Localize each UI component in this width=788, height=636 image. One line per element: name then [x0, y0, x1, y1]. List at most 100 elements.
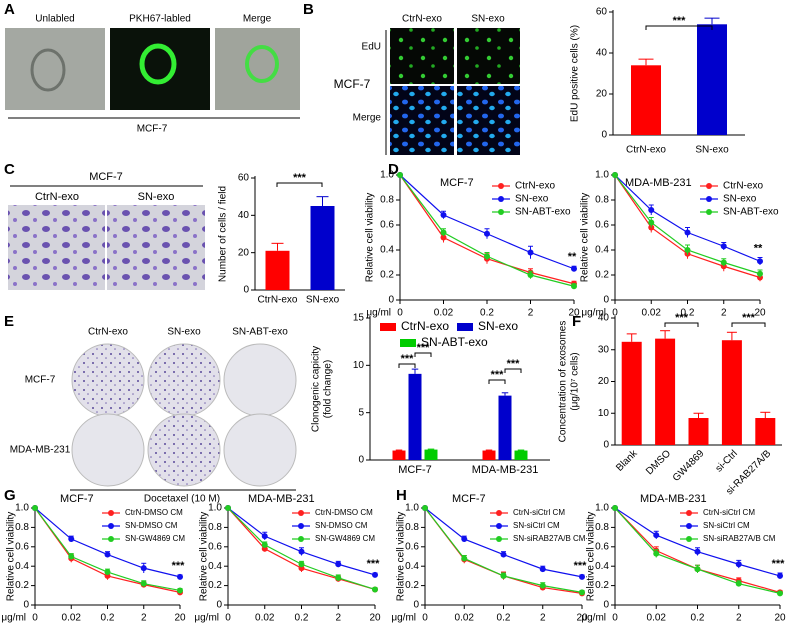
y-tick-label: 15 — [353, 313, 365, 324]
y-tick-label: 60 — [238, 173, 250, 184]
x-tick-label: 0.02 — [647, 613, 667, 624]
x-axis-label: μg/ml — [366, 308, 391, 319]
dish — [147, 413, 221, 487]
x-tick-label: 0.02 — [434, 308, 454, 319]
x-axis-label: μg/ml — [581, 613, 606, 624]
micrograph — [215, 28, 300, 110]
y-tick-label: 40 — [238, 210, 250, 221]
y-tick-label: 0 — [388, 295, 394, 306]
y-tick-label: 20 — [596, 89, 608, 100]
bar — [265, 250, 290, 290]
significance-label: *** — [675, 312, 689, 324]
legend-label: CtrN-siCtrl CM — [513, 508, 565, 517]
micrograph — [107, 205, 205, 290]
x-tick-label: 2 — [540, 613, 546, 624]
point — [571, 265, 577, 272]
significance-label: *** — [417, 342, 431, 354]
micrograph — [8, 205, 105, 290]
bar — [392, 450, 406, 460]
legend-label: CtrN-DMSO CM — [125, 508, 183, 517]
y-tick-label: 0.6 — [405, 541, 419, 552]
legend-marker — [498, 209, 504, 215]
x-tick-label: 0.02 — [455, 613, 475, 624]
point — [684, 247, 691, 253]
legend-marker — [686, 523, 692, 529]
y-axis-label: Concentration of exosomes — [558, 321, 569, 443]
significance-label: *** — [367, 558, 381, 570]
y-axis-label: Relative cell viability — [6, 512, 17, 601]
y-tick-label: 1.0 — [208, 503, 222, 514]
micrograph — [110, 28, 210, 110]
bar — [721, 340, 742, 445]
dish — [71, 343, 145, 417]
column-label: Merge — [243, 14, 272, 25]
legend-label: SN-GW4869 CM — [125, 534, 185, 543]
panel-e: CtrN-exo SN-exo SN-ABT-exo MCF-7 MDA-MB-… — [10, 327, 297, 505]
chart-title: MDA-MB-231 — [248, 493, 315, 505]
y-tick-label: 5 — [358, 407, 364, 418]
x-tick-label: 2 — [736, 613, 742, 624]
legend-label: SN-siRAB27A/B CM — [703, 534, 776, 543]
x-tick-label: CtrN-exo — [626, 145, 666, 156]
y-tick-label: 0.4 — [15, 561, 29, 572]
point — [694, 548, 701, 555]
point — [104, 551, 111, 558]
significance-label: *** — [172, 560, 186, 572]
micrograph — [5, 28, 105, 110]
point — [225, 505, 231, 511]
y-axis-label: Relative cell viability — [365, 193, 376, 282]
point — [68, 536, 75, 543]
legend-marker — [498, 183, 504, 189]
x-tick-label: 0.2 — [101, 613, 115, 624]
x-tick-label: 0.2 — [691, 613, 705, 624]
y-tick-label: 1.0 — [595, 170, 609, 181]
legend-marker — [298, 523, 304, 529]
legend-marker — [108, 523, 114, 529]
dish — [147, 343, 221, 417]
x-tick-label: 2 — [528, 308, 534, 319]
legend-marker — [108, 536, 114, 542]
point — [440, 229, 447, 236]
legend-label: CtrN-exo — [723, 181, 763, 192]
point — [335, 574, 342, 581]
chart-title: MCF-7 — [440, 177, 474, 189]
point — [648, 207, 655, 213]
x-tick-label: si-Ctrl — [714, 448, 740, 474]
y-tick-label: 0.8 — [595, 195, 609, 206]
point — [720, 259, 727, 266]
cell — [245, 45, 279, 83]
column-label: SN-exo — [471, 14, 505, 25]
x-tick-label: 2 — [721, 308, 727, 319]
x-tick-label: 0 — [612, 308, 618, 319]
x-axis-label: μg/ml — [1, 613, 26, 624]
y-tick-label: 10 — [598, 408, 610, 419]
bar — [310, 206, 335, 290]
bar — [631, 65, 661, 135]
point — [397, 172, 403, 178]
bar — [424, 449, 438, 460]
y-tick-label: 0.2 — [15, 580, 29, 591]
significance-label: *** — [491, 369, 505, 381]
significance-bracket — [731, 322, 766, 327]
panel-labels: A B C D E F G H — [4, 1, 581, 504]
point — [735, 561, 742, 568]
column-label: Unlabled — [35, 14, 74, 25]
bar — [621, 341, 642, 445]
x-tick-label: SN-exo — [306, 295, 340, 306]
y-axis-label: Relative cell viability — [199, 512, 210, 601]
panel-label: G — [4, 487, 16, 504]
legend-marker — [498, 196, 504, 202]
significance-label: *** — [742, 312, 756, 324]
x-tick-label: 2 — [335, 613, 341, 624]
y-axis-label: Relative cell viability — [586, 512, 597, 601]
y-tick-label: 0.6 — [208, 541, 222, 552]
point — [527, 272, 534, 278]
x-tick-label: 0.02 — [62, 613, 82, 624]
bar — [688, 418, 709, 445]
significance-bracket — [414, 352, 432, 357]
y-tick-label: 0.2 — [405, 580, 419, 591]
y-tick-label: 0 — [603, 600, 609, 611]
legend-marker — [706, 209, 712, 215]
point — [684, 229, 691, 236]
